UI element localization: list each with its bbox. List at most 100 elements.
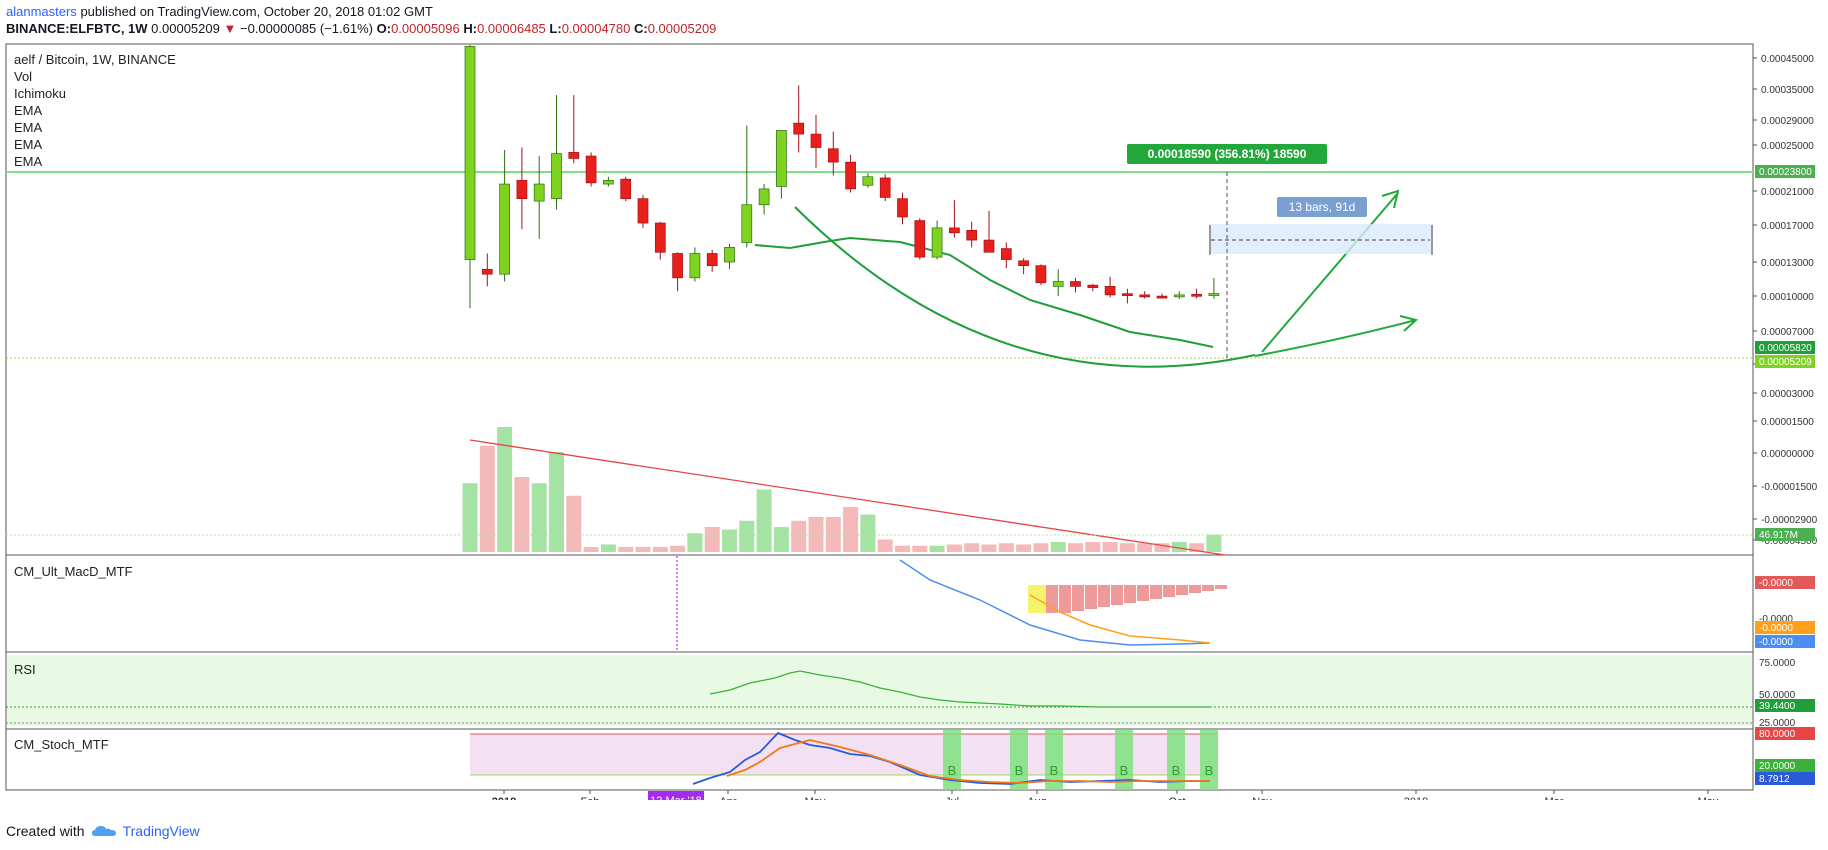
legend-ema-1: EMA bbox=[14, 103, 43, 118]
stoch-axis-label: 8.7912 bbox=[1759, 774, 1790, 785]
stoch-pane-title: CM_Stoch_MTF bbox=[14, 737, 109, 752]
macd-histogram-bar bbox=[1046, 585, 1058, 613]
volume-bar bbox=[514, 477, 530, 552]
macd-histogram-bar bbox=[1163, 585, 1175, 597]
volume-bar bbox=[1189, 543, 1205, 552]
macd-histogram-bar bbox=[1124, 585, 1136, 603]
low-label: L: bbox=[549, 21, 562, 36]
candle-body bbox=[1208, 293, 1220, 296]
candle-body bbox=[1087, 284, 1099, 288]
candle-body bbox=[672, 253, 683, 279]
footer: Created with TradingView bbox=[6, 823, 200, 839]
volume-bar bbox=[549, 452, 564, 552]
price-tick-label: 0.00010000 bbox=[1761, 292, 1814, 303]
rounding-bottom-curve bbox=[794, 206, 1256, 368]
candle-body bbox=[845, 161, 856, 190]
buy-signal-label: B bbox=[1172, 763, 1181, 778]
published-text: published on TradingView.com, October 20… bbox=[80, 4, 433, 19]
candle-body bbox=[1173, 294, 1185, 298]
volume-bar bbox=[462, 483, 478, 552]
candle-body bbox=[481, 268, 493, 275]
candle-body bbox=[1139, 294, 1151, 298]
rsi-pane-title: RSI bbox=[14, 662, 36, 677]
volume-bar bbox=[531, 483, 547, 552]
candle-body bbox=[499, 183, 510, 275]
macd-line bbox=[899, 559, 1211, 646]
price-tick-label: 0.00035000 bbox=[1761, 85, 1814, 96]
candle-body bbox=[897, 198, 908, 218]
author-link[interactable]: alanmasters bbox=[6, 4, 77, 19]
volume-bar bbox=[1085, 542, 1101, 552]
price-tag-label: 46.917M bbox=[1759, 530, 1798, 541]
price-range-label: 0.00018590 (356.81%) 18590 bbox=[1148, 147, 1307, 161]
buy-signal-column bbox=[1167, 730, 1185, 790]
price-chart[interactable]: 0.00045000 0.00035000 0.00029000 0.00025000… bbox=[0, 0, 1828, 800]
time-tick-label: 2019 bbox=[1404, 796, 1428, 800]
close-label: C: bbox=[634, 21, 648, 36]
stoch-axis-label: 20.0000 bbox=[1759, 761, 1796, 772]
candle-body bbox=[810, 133, 822, 148]
volume-bar bbox=[687, 533, 703, 552]
volume-trendline bbox=[469, 439, 1226, 556]
volume-bar bbox=[618, 547, 634, 552]
stoch-axis-tag bbox=[1755, 727, 1815, 740]
rsi-band bbox=[7, 655, 1752, 726]
macd-histogram-bar bbox=[1215, 585, 1227, 589]
candle-body bbox=[1018, 260, 1029, 267]
time-tick-label: 2018 bbox=[492, 796, 516, 800]
time-tick-label: May bbox=[805, 796, 826, 800]
volume-bar bbox=[566, 495, 582, 552]
low-value: 0.00004780 bbox=[561, 21, 631, 36]
volume-bar bbox=[1016, 544, 1032, 552]
price-tick-label: 0.00021000 bbox=[1761, 187, 1814, 198]
buy-signal-column bbox=[943, 730, 961, 790]
volume-bar bbox=[981, 544, 997, 552]
macd-histogram-bar bbox=[1202, 585, 1214, 591]
price-tag-label: 0.00023800 bbox=[1759, 167, 1812, 178]
price-tag-label: 0.00005209 bbox=[1759, 357, 1812, 368]
macd-axis-label: -0.0000 bbox=[1759, 637, 1793, 648]
high-value: 0.00006485 bbox=[477, 21, 546, 36]
legend-ema-2: EMA bbox=[14, 120, 43, 135]
buy-signal-label: B bbox=[1120, 763, 1129, 778]
volume-bar bbox=[946, 544, 962, 552]
open-value: 0.00005096 bbox=[391, 21, 460, 36]
volume-bar bbox=[1206, 534, 1222, 552]
price-tick-label: 0.00029000 bbox=[1761, 116, 1814, 127]
macd-histogram-bar bbox=[1189, 585, 1201, 593]
macd-histogram-bar bbox=[1072, 585, 1084, 611]
price-tick-label: -0.00001500 bbox=[1761, 482, 1818, 493]
macd-axis-label: -0.0000 bbox=[1759, 578, 1793, 589]
volume-bar bbox=[1050, 542, 1066, 552]
candle-body bbox=[758, 188, 770, 206]
volume-bar bbox=[479, 445, 495, 552]
volume-bar bbox=[929, 545, 945, 552]
volume-bar bbox=[912, 545, 928, 552]
candle-body bbox=[585, 155, 597, 184]
tradingview-cloud-icon bbox=[91, 826, 116, 836]
macd-histogram-bar bbox=[1150, 585, 1162, 599]
price-tag bbox=[1755, 528, 1815, 541]
volume-bar bbox=[600, 544, 616, 552]
date-marker-badge bbox=[648, 791, 704, 800]
macd-histogram-bar bbox=[1098, 585, 1110, 607]
candle-body bbox=[1052, 281, 1064, 287]
high-label: H: bbox=[463, 21, 478, 36]
buy-signal-column bbox=[1200, 730, 1218, 790]
volume-bar bbox=[791, 520, 807, 552]
candle-body bbox=[1156, 295, 1168, 299]
price-tick-label: 0.00007000 bbox=[1761, 327, 1814, 338]
candle-body bbox=[1070, 281, 1081, 287]
candle-body bbox=[1000, 248, 1012, 260]
time-tick-label: Jul bbox=[945, 796, 959, 800]
price-tag bbox=[1755, 355, 1815, 368]
date-range-box bbox=[1209, 224, 1433, 254]
time-tick-label: Apr bbox=[719, 796, 736, 800]
tradingview-link[interactable]: TradingView bbox=[122, 823, 200, 839]
price-tick-label: 0.00001500 bbox=[1761, 417, 1814, 428]
time-tick-label: Mar bbox=[1545, 796, 1564, 800]
arrow-head-icon bbox=[1399, 315, 1419, 332]
candle-body bbox=[931, 227, 943, 258]
price-tag bbox=[1755, 165, 1815, 178]
volume-bar bbox=[998, 543, 1014, 552]
